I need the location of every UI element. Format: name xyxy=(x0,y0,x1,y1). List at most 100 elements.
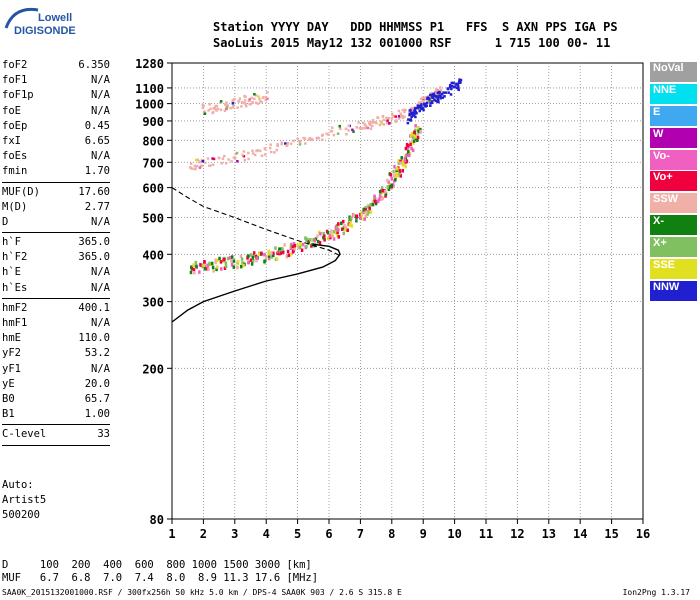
param-row: hmF1 N/A xyxy=(2,316,110,331)
echo-point xyxy=(390,176,393,181)
echo-point xyxy=(416,104,420,107)
echo-point xyxy=(425,101,429,105)
echo-point xyxy=(278,247,281,252)
echo-point xyxy=(224,103,228,107)
echo-point xyxy=(394,120,398,123)
echo-point xyxy=(348,223,351,227)
param-label: foF1p xyxy=(2,89,34,102)
echo-point xyxy=(403,157,407,161)
echo-point xyxy=(391,183,395,187)
header-row-values: SaoLuis 2015 May12 132 001000 RSF 1 715 … xyxy=(213,36,611,50)
echo-point xyxy=(348,215,351,220)
param-value: 17.60 xyxy=(78,185,110,198)
echo-point xyxy=(250,262,254,266)
echo-point xyxy=(208,103,211,106)
echo-point xyxy=(251,255,255,260)
param-row: C-level 33 xyxy=(2,427,110,442)
footer-muf-row: MUF 6.7 6.8 7.0 7.4 8.0 8.9 11.3 17.6 [M… xyxy=(2,572,319,584)
param-label: h`F xyxy=(2,236,21,249)
echo-point xyxy=(450,87,453,91)
auto-scaling-info: Auto: Artist5 500200 xyxy=(2,478,46,523)
echo-point xyxy=(292,139,295,143)
plot-frame xyxy=(171,62,644,520)
echo-point xyxy=(447,91,450,94)
echo-point xyxy=(391,112,394,116)
echo-point xyxy=(401,169,405,173)
echo-point xyxy=(224,161,228,165)
echo-point xyxy=(243,101,246,105)
echo-point xyxy=(394,115,397,118)
y-tick-label: 80 xyxy=(150,513,164,527)
echo-point xyxy=(226,256,230,261)
echo-point xyxy=(362,207,365,212)
echo-point xyxy=(403,110,406,114)
echo-point xyxy=(401,116,405,120)
echo-point xyxy=(363,217,367,221)
echo-point xyxy=(409,142,412,147)
echo-point xyxy=(283,243,286,247)
echo-point xyxy=(212,269,215,273)
echo-point xyxy=(338,126,342,129)
echo-point xyxy=(345,133,348,136)
echo-point xyxy=(203,259,206,264)
echo-point xyxy=(386,178,389,183)
echo-point xyxy=(221,157,225,160)
echo-point xyxy=(435,95,438,98)
echo-point xyxy=(193,270,196,275)
echo-point xyxy=(291,250,295,254)
echo-point xyxy=(211,111,215,114)
y-tick-label: 400 xyxy=(142,248,164,262)
param-label: yF2 xyxy=(2,347,21,360)
echo-point xyxy=(371,200,375,204)
echo-point xyxy=(412,139,416,143)
echo-point xyxy=(267,249,271,254)
echo-point xyxy=(304,142,307,145)
echo-point xyxy=(258,149,262,153)
echo-point xyxy=(439,86,442,89)
echo-point xyxy=(363,127,367,130)
echo-point xyxy=(189,166,192,169)
echo-point xyxy=(316,136,319,140)
echo-point xyxy=(213,106,217,110)
legend-item: X- xyxy=(650,215,697,236)
echo-point xyxy=(403,158,407,163)
echo-point xyxy=(289,253,292,257)
echo-point xyxy=(218,256,221,261)
echo-point xyxy=(326,231,330,235)
echo-point xyxy=(424,102,427,105)
echo-point xyxy=(266,91,269,94)
logo-digisonde-text: DIGISONDE xyxy=(14,25,76,37)
echo-point xyxy=(371,202,375,207)
echo-point xyxy=(439,89,443,92)
echo-point xyxy=(293,243,297,248)
echo-point xyxy=(395,166,399,171)
param-value: N/A xyxy=(91,104,110,117)
echo-point xyxy=(386,119,389,123)
echo-point xyxy=(332,237,336,241)
echo-point xyxy=(251,101,254,104)
echo-point xyxy=(408,112,412,116)
echo-point xyxy=(211,265,215,270)
echo-point xyxy=(253,97,256,101)
echo-point xyxy=(428,98,431,102)
echo-point xyxy=(397,109,401,113)
echo-point xyxy=(420,103,423,106)
param-value: 0.45 xyxy=(84,119,110,132)
echo-point xyxy=(429,93,432,97)
echo-point xyxy=(216,265,219,269)
echo-point xyxy=(373,120,376,124)
param-row: D N/A xyxy=(2,215,110,230)
echo-point xyxy=(342,225,346,230)
param-label: foEp xyxy=(2,119,28,132)
echo-point xyxy=(443,95,446,98)
echo-point xyxy=(349,216,353,220)
echo-point xyxy=(416,125,420,130)
param-separator xyxy=(2,232,110,234)
echo-point xyxy=(266,97,269,101)
echo-point xyxy=(286,249,290,254)
echo-point xyxy=(260,154,264,158)
echo-point xyxy=(373,198,376,202)
echo-point xyxy=(347,124,351,127)
echo-point xyxy=(211,157,214,160)
echo-point xyxy=(223,109,227,113)
